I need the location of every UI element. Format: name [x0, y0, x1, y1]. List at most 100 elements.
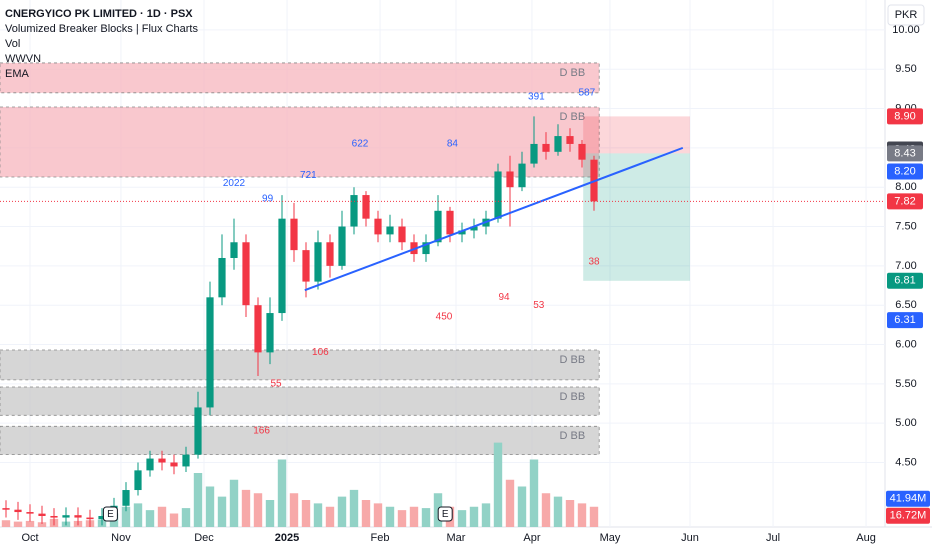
candle-body: [146, 458, 154, 471]
candle-body: [566, 136, 574, 144]
candle-body: [470, 226, 478, 231]
volume-annotation: 166: [253, 426, 270, 437]
candle-body: [62, 515, 70, 518]
volume-annotation: 391: [528, 91, 545, 102]
event-label: E: [442, 509, 449, 520]
price-label-box: [887, 108, 923, 125]
volume-bar: [325, 506, 335, 527]
y-tick-label: 6.00: [895, 338, 916, 350]
price-label-box: [887, 163, 923, 180]
y-tick-label: 4.50: [895, 456, 916, 468]
zone-label: D BB: [560, 354, 586, 366]
candle-body: [518, 163, 526, 188]
volume-bar: [241, 489, 251, 527]
volume-label-box: [886, 490, 930, 507]
candle-body: [278, 218, 286, 314]
currency-box[interactable]: [887, 4, 925, 26]
y-tick-label: 6.50: [895, 299, 916, 311]
candle-body: [422, 242, 430, 255]
price-label: 6.81: [894, 275, 915, 287]
volume-bar: [553, 496, 563, 527]
volume-label-box: [886, 507, 930, 524]
x-tick-label: Dec: [194, 532, 214, 544]
volume-bar: [481, 503, 491, 527]
price-label: 7.82: [894, 195, 915, 207]
volume-bar: [385, 506, 395, 527]
candle-body: [434, 210, 442, 243]
volume-bar: [253, 493, 263, 527]
x-tick-label: Mar: [447, 532, 466, 544]
price-label: 8.20: [894, 165, 915, 177]
volume-annotation: 38: [588, 257, 600, 268]
breaker-block: [0, 62, 600, 94]
price-label: 8.90: [894, 110, 915, 122]
candle-body: [398, 226, 406, 243]
volume-annotation: 721: [300, 170, 317, 181]
volume-bar: [373, 503, 383, 527]
price-label: 6.31: [894, 314, 915, 326]
candle-body: [26, 512, 34, 514]
currency[interactable]: PKR: [895, 9, 918, 21]
volume-bar: [361, 500, 371, 527]
stop-zone: [583, 116, 690, 154]
volume-label: 41.94M: [890, 493, 927, 505]
candle-body: [314, 242, 322, 282]
volume-bar: [589, 506, 599, 527]
volume-annotation: 587: [578, 87, 595, 98]
candle-body: [542, 143, 550, 152]
volume-bar: [229, 479, 239, 527]
price-label-box: [887, 193, 923, 210]
volume-bar: [217, 496, 227, 527]
candle-body: [554, 136, 562, 152]
candle-body: [230, 242, 238, 258]
zone-label: D BB: [560, 430, 586, 442]
volume-annotation: 84: [447, 139, 459, 150]
volume-bar: [277, 459, 287, 527]
volume-bar: [421, 508, 431, 527]
candle-body: [266, 313, 274, 353]
volume-bar: [133, 503, 143, 527]
candle-body: [302, 250, 310, 282]
volume-label: 16.72M: [890, 510, 927, 522]
x-tick-label: Aug: [856, 532, 876, 544]
price-label-box: [887, 312, 923, 329]
candle-body: [530, 143, 538, 164]
volume-bar: [505, 479, 515, 527]
y-tick-label: 9.50: [895, 63, 916, 75]
candle-body: [458, 230, 466, 235]
x-tick-label: Jul: [766, 532, 780, 544]
candle-body: [182, 454, 190, 467]
volume-annotation: 2022: [223, 178, 246, 189]
volume-annotation: 53: [533, 300, 545, 311]
candle-body: [170, 462, 178, 467]
plot: D BB D BB D BB D BB D BB 2022 99 721 622 84 391 587…: [0, 0, 885, 527]
volume-bar: [565, 500, 575, 527]
candle-body: [578, 143, 586, 160]
event-label: E: [107, 509, 114, 520]
volume-bar: [145, 510, 155, 527]
candle-body: [254, 305, 262, 353]
volume-bar: [397, 510, 407, 527]
candle-body: [158, 458, 166, 463]
candle-body: [338, 226, 346, 266]
volume-bar: [157, 506, 167, 527]
volume-bar: [469, 506, 479, 527]
candle-body: [506, 171, 514, 188]
candle-body: [14, 509, 22, 513]
candle-body: [350, 195, 358, 227]
header: CNERGYICO PK LIMITED · 1D · PSX Volumize…: [5, 8, 198, 80]
candle-body: [50, 515, 58, 518]
volume-bar: [313, 503, 323, 527]
volume-annotation: 106: [312, 347, 329, 358]
candle-body: [374, 218, 382, 235]
candle-body: [218, 257, 226, 298]
y-tick-label: 8.00: [895, 181, 916, 193]
breaker-block: [0, 349, 600, 381]
volume-bar: [457, 510, 467, 527]
volume-bar: [529, 459, 539, 527]
event-marker: [102, 506, 118, 522]
volume-bar: [289, 493, 299, 527]
volume-bar: [205, 486, 215, 527]
volume-annotation: 55: [270, 378, 282, 389]
